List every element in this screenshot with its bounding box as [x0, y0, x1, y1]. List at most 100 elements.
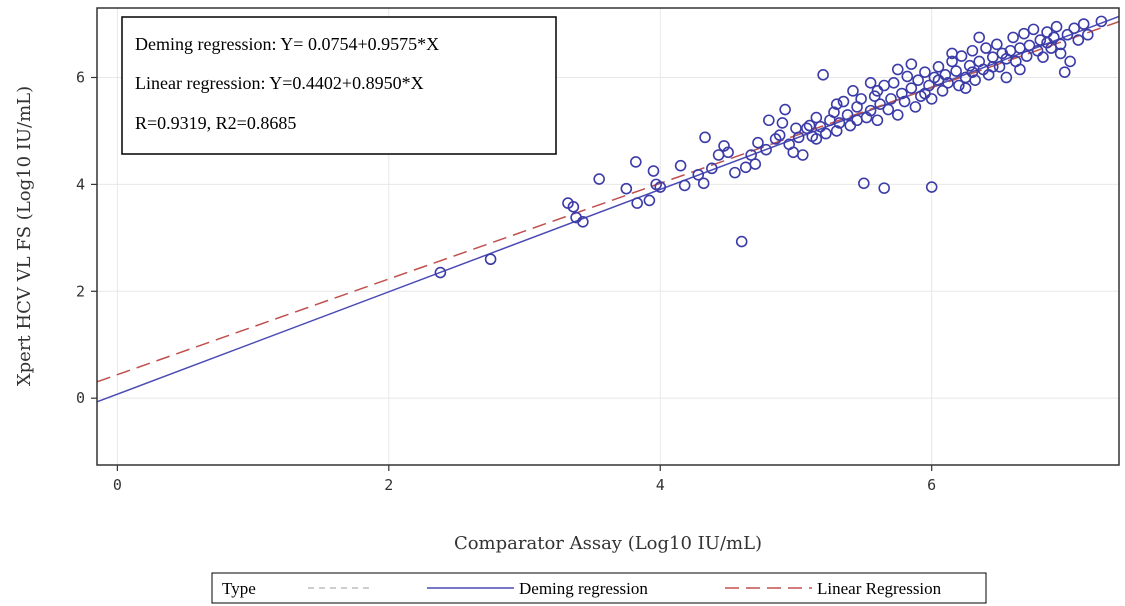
- scatter-point: [692, 168, 705, 181]
- scatter-point: [909, 101, 922, 113]
- scatter-point: [803, 119, 816, 132]
- scatter-point: [991, 38, 1003, 51]
- scatter-point: [963, 59, 976, 72]
- scatter-point: [946, 47, 958, 60]
- scatter-point: [905, 82, 918, 94]
- axis-ticks: 0 2 4 6 0 2 4 6: [76, 68, 936, 494]
- scatter-point: [643, 194, 656, 207]
- y-tick-label: 2: [76, 282, 85, 300]
- scatter-point: [1027, 23, 1040, 36]
- scatter-point: [674, 159, 687, 172]
- x-tick-label: 4: [656, 476, 665, 494]
- scatter-point: [1020, 50, 1033, 62]
- scatter-point: [841, 109, 854, 121]
- scatter-point: [871, 85, 884, 97]
- scatter-point: [891, 63, 904, 76]
- scatter-point: [699, 131, 711, 144]
- y-tick-label: 4: [76, 175, 85, 193]
- scatter-point: [1058, 66, 1071, 78]
- scatter-point: [830, 98, 843, 111]
- scatter-point: [1081, 28, 1094, 41]
- scatter-point: [1041, 26, 1053, 38]
- scatter-point: [790, 122, 802, 135]
- scatter-point: [986, 51, 999, 63]
- scatter-point: [630, 156, 642, 168]
- stats-box: Deming regression: Y= 0.0754+0.9575*X Li…: [121, 16, 557, 155]
- scatter-point: [577, 216, 589, 228]
- scatter-point: [950, 65, 962, 77]
- scatter-point: [1037, 51, 1049, 63]
- scatter-point: [722, 146, 734, 159]
- scatter-point: [828, 106, 840, 119]
- linear-regression-line: [96, 20, 1120, 383]
- scatter-point: [434, 266, 447, 279]
- scatter-point: [912, 74, 924, 86]
- scatter-point: [1072, 34, 1085, 46]
- scatter-point: [966, 44, 979, 57]
- scatter-point: [820, 127, 832, 140]
- y-tick-label: 6: [76, 68, 85, 86]
- scatter-point: [847, 85, 859, 97]
- scatter-point: [567, 201, 580, 213]
- scatter-point: [887, 77, 900, 89]
- scatter-point: [631, 197, 643, 209]
- scatter-point: [882, 103, 895, 116]
- scatter-point: [1095, 15, 1108, 28]
- scatter-point: [760, 143, 772, 156]
- regression-lines: [96, 15, 1120, 403]
- scatter-point: [885, 93, 897, 105]
- scatter-point: [851, 114, 863, 127]
- scatter-point: [706, 162, 718, 175]
- scatter-point: [878, 182, 890, 194]
- scatter-point: [833, 117, 846, 129]
- scatter-point: [891, 109, 904, 121]
- scatter-point: [484, 253, 497, 266]
- scatter-point: [1018, 27, 1030, 40]
- scatter-point: [905, 58, 918, 70]
- scatter-point: [801, 122, 813, 135]
- scatter-point: [925, 181, 938, 193]
- deming-regression-line: [96, 15, 1120, 403]
- scatter-point: [878, 79, 890, 92]
- legend-linear-label: Linear Regression: [817, 579, 942, 598]
- stats-linear-equation: Linear regression: Y=0.4402+0.8950*X: [135, 73, 424, 93]
- scatter-point: [986, 60, 999, 73]
- scatter-point: [1000, 52, 1013, 65]
- scatter-point: [953, 79, 965, 92]
- stats-box-frame: [121, 16, 557, 155]
- scatter-point: [898, 95, 911, 108]
- scatter-point: [1041, 36, 1053, 49]
- scatter-point: [1061, 28, 1074, 41]
- scatter-point: [932, 74, 945, 86]
- plot-area-frame: [96, 7, 1120, 466]
- scatter-point: [1034, 34, 1047, 46]
- scatter-point: [763, 114, 775, 127]
- scatter-point: [735, 235, 748, 248]
- scatter-point: [871, 114, 884, 127]
- x-tick-label: 6: [927, 476, 936, 494]
- scatter-point: [844, 119, 857, 132]
- scatter-point: [936, 85, 949, 97]
- scatter-point: [837, 95, 850, 108]
- scatter-point: [739, 161, 752, 174]
- scatter-point: [817, 69, 829, 81]
- scatter-point: [654, 181, 667, 193]
- legend-deming-label: Deming regression: [519, 579, 648, 598]
- scatter-point: [955, 50, 968, 62]
- scatter-point: [858, 177, 870, 190]
- scatter-point: [776, 117, 789, 129]
- scatter-point: [855, 93, 867, 105]
- scatter-point: [946, 55, 958, 68]
- scatter-point: [593, 173, 605, 185]
- x-axis-label: Comparator Assay (Log10 IU/mL): [454, 533, 762, 554]
- scatter-point: [969, 74, 981, 86]
- scatter-point: [1054, 47, 1067, 60]
- scatter-point: [620, 182, 633, 195]
- legend-title: Type: [222, 579, 256, 598]
- x-tick-label: 0: [113, 476, 122, 494]
- scatter-point: [1007, 31, 1019, 44]
- scatter-point: [966, 66, 979, 78]
- scatter-point: [697, 177, 710, 190]
- scatter-point: [779, 103, 791, 116]
